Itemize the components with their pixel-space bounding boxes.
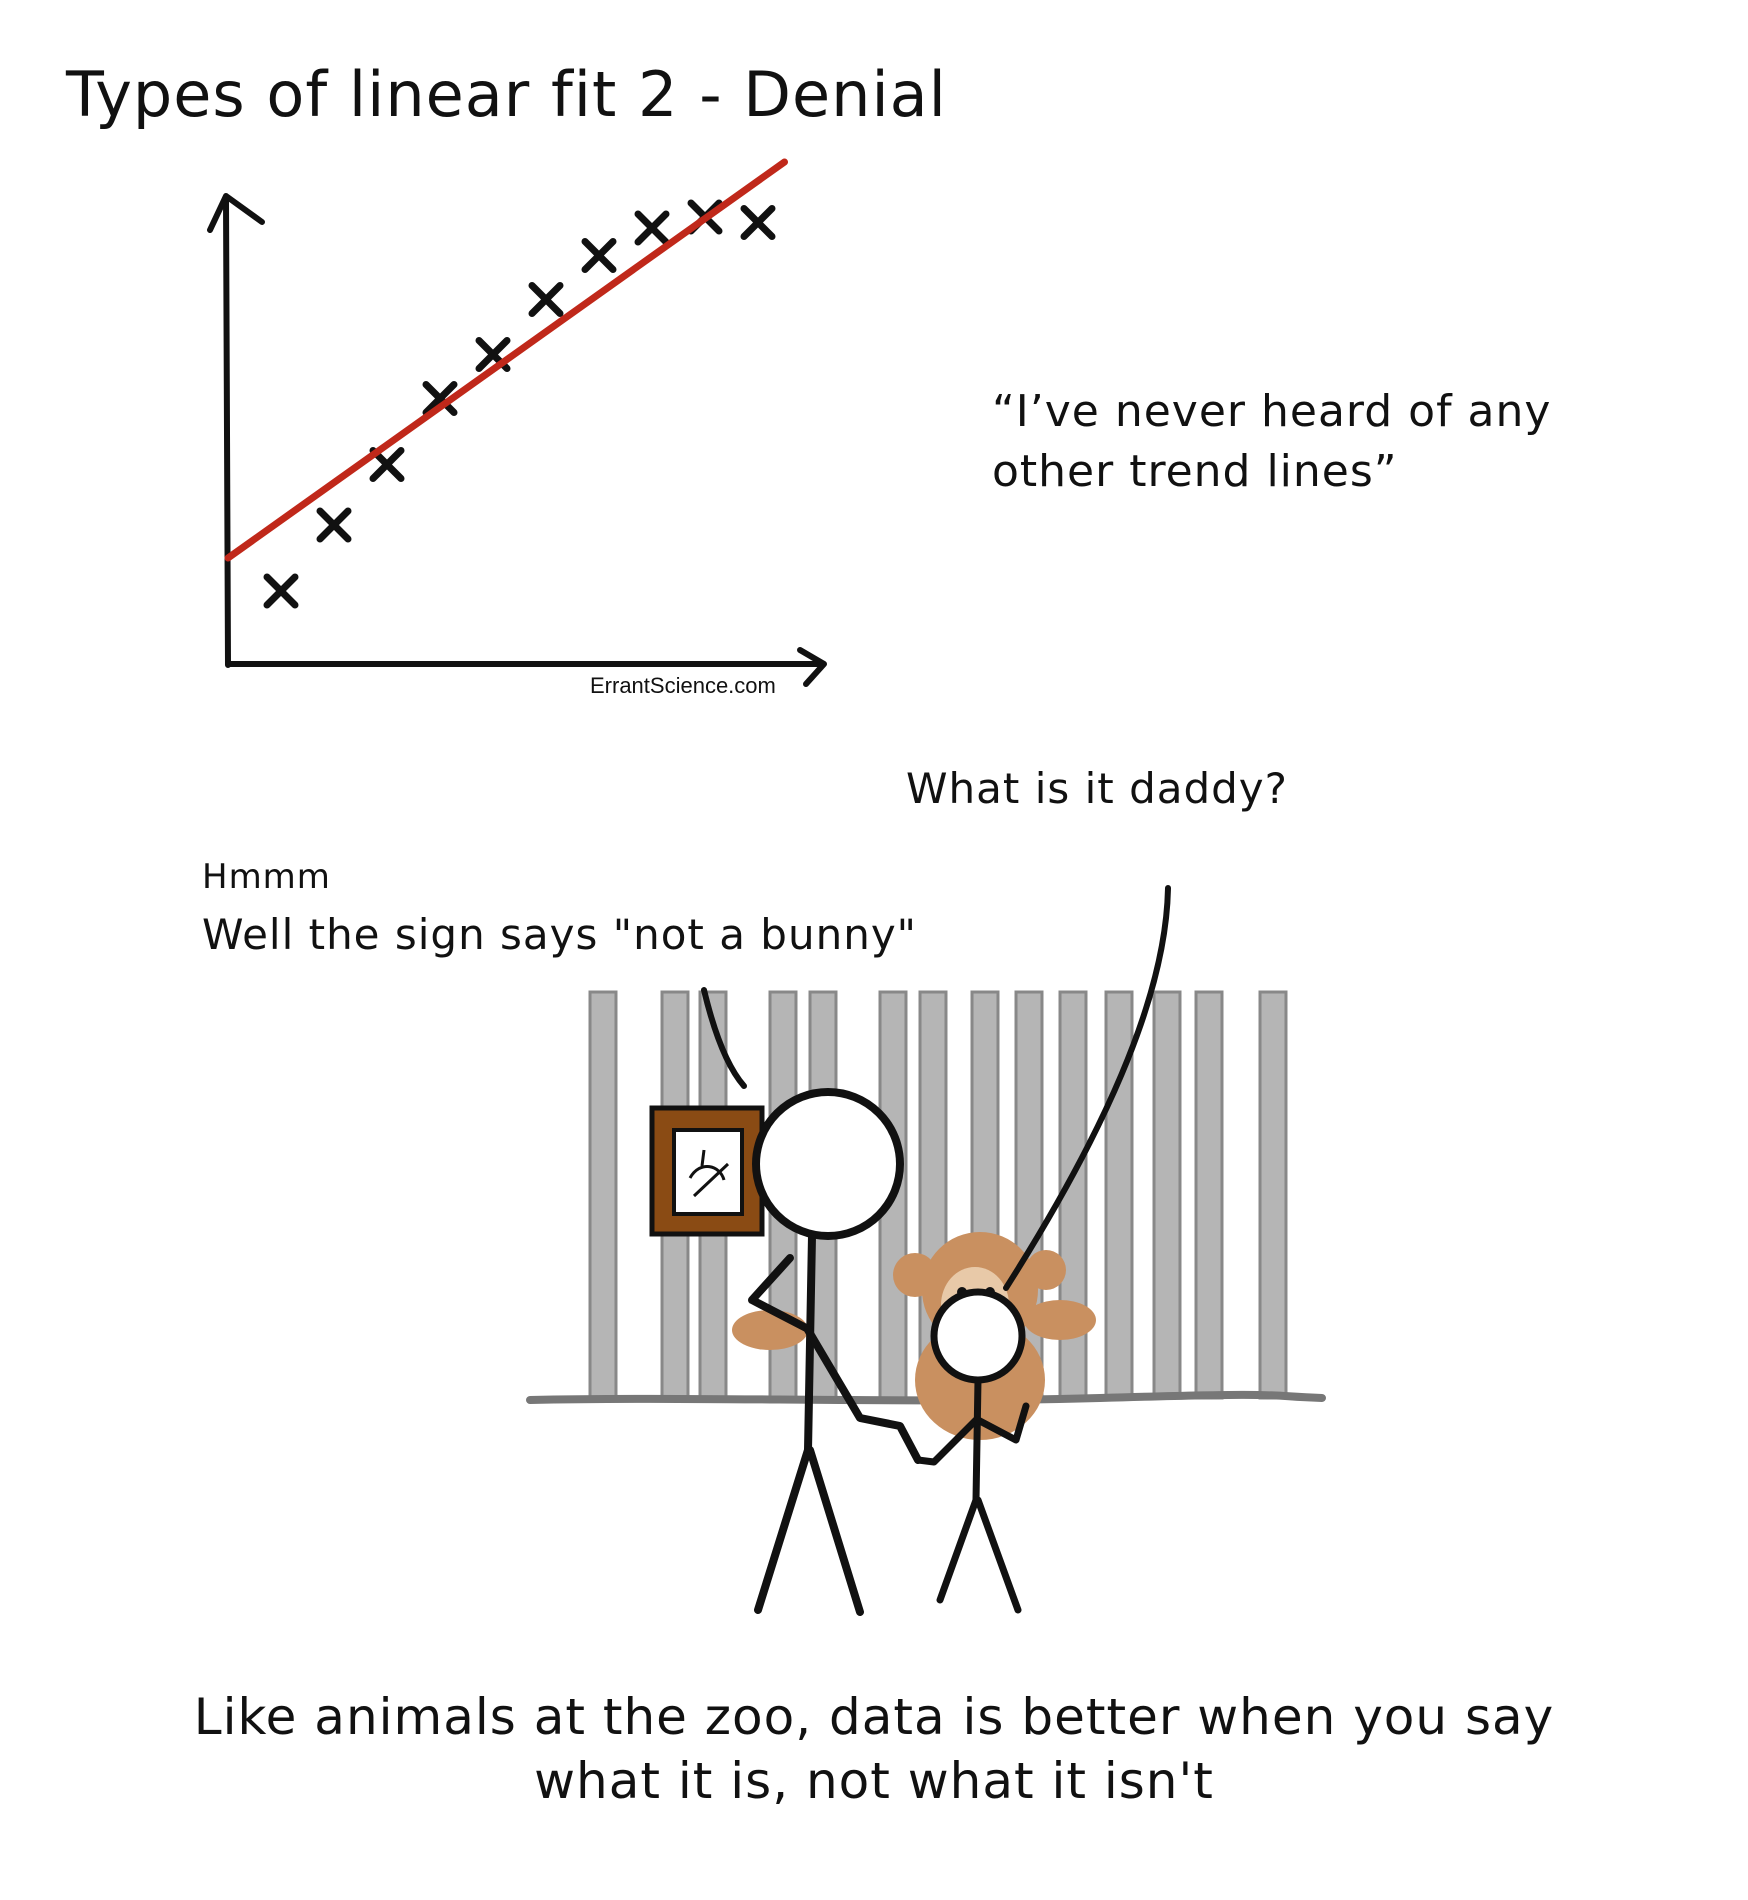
y-axis [223,197,231,668]
caption: Like animals at the zoo, data is better … [0,1685,1748,1813]
data-point [528,282,564,317]
cage-bar [1258,990,1288,1400]
dad-speech-tail [701,987,747,1089]
crossed-bunny-icon [688,1149,730,1198]
child-speech-tail [1003,885,1171,1291]
dad-speech-line-2: Well the sign says "not a bunny" [202,910,917,959]
chart [207,158,827,687]
caption-line-1: Like animals at the zoo, data is better … [193,1688,1555,1746]
cage-bar [1152,990,1182,1400]
data-point [263,573,299,609]
data-point [740,205,776,240]
cage-bar [588,990,618,1400]
dad-speech-line-1: Hmmm [202,857,331,897]
x-axis-arrow-icon [797,647,827,687]
credit-text: ErrantScience.com [590,673,776,698]
comic-title: Types of linear fit 2 - Denial [66,58,947,131]
y-axis-arrow-icon [207,193,265,233]
data-point [316,507,352,543]
dad-figure [748,1088,922,1616]
child-figure [914,1288,1030,1614]
cage-bar [1194,990,1224,1400]
caption-line-2: what it is, not what it isn't [534,1752,1214,1810]
ground-line [526,1390,1326,1405]
data-point [422,381,458,416]
sign-panel [672,1128,744,1216]
trend-line [224,158,788,562]
data-point [634,210,670,246]
data-point [581,238,617,273]
quote-text: “I’ve never heard of any other trend lin… [992,382,1551,502]
dad-speech: Hmmm Well the sign says "not a bunny" [202,848,917,964]
quote-line-2: other trend lines” [992,446,1398,497]
child-speech: What is it daddy? [906,764,1288,813]
zoo-scene [526,885,1326,1616]
quote-line-1: “I’ve never heard of any [992,386,1552,437]
